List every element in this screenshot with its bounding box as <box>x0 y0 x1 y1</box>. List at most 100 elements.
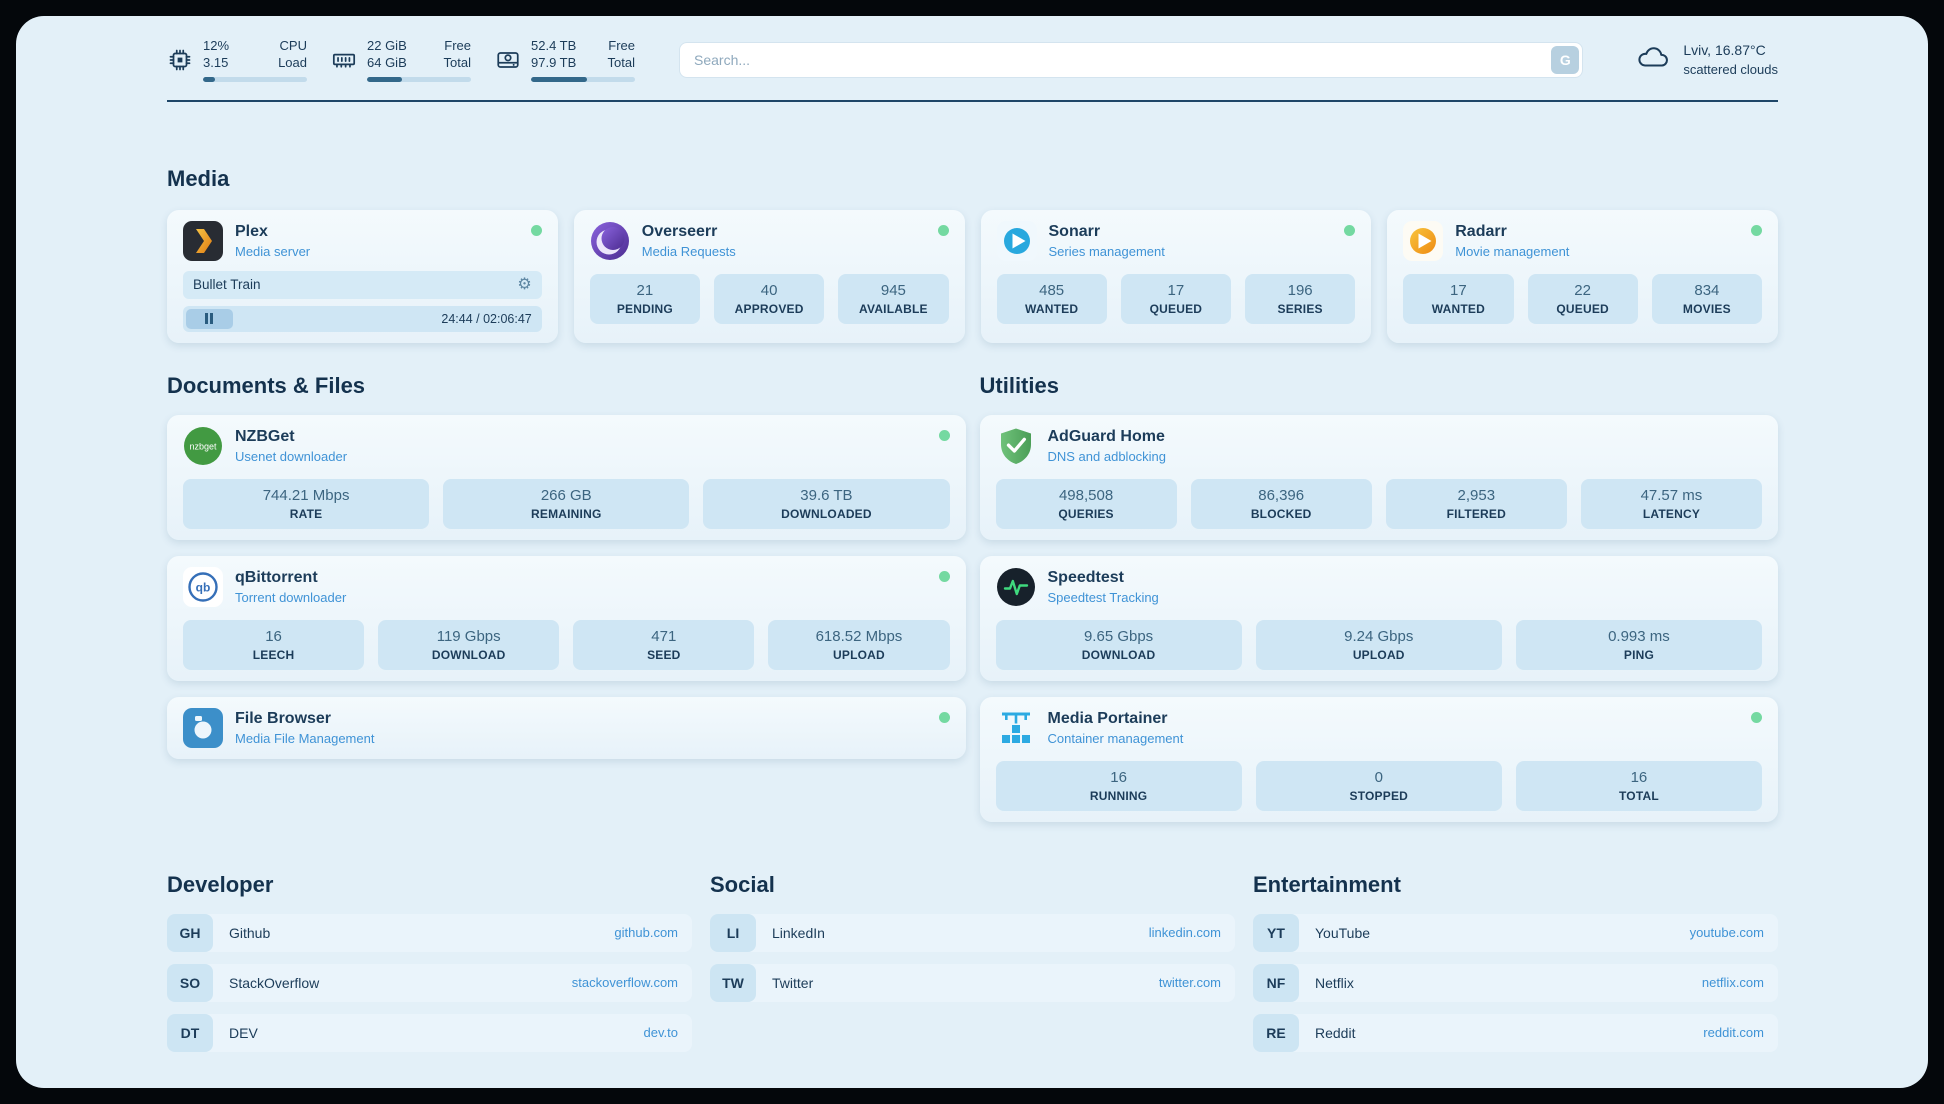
ram-free-label: Free <box>444 38 471 53</box>
stat-label: LEECH <box>252 647 295 662</box>
disk-free-label: Free <box>608 38 635 53</box>
service-card-speedtest: Speedtest Speedtest Tracking 9.65 Gbps D… <box>979 555 1778 681</box>
stat-value: 266 GB <box>540 486 592 504</box>
utilities-column: Utilities AdGuard Home DNS and adblockin… <box>979 373 1778 822</box>
bookmark-url: stackoverflow.com <box>571 975 678 991</box>
service-link-overseerr[interactable]: Overseerr Media Requests <box>590 221 949 261</box>
service-card-filebrowser: File Browser Media File Management <box>167 696 966 759</box>
portainer-icon <box>996 708 1036 748</box>
stat-label: DOWNLOAD <box>1081 647 1156 662</box>
stats-row: 744.21 Mbps RATE 266 GB REMAINING 39.6 T… <box>183 478 950 529</box>
stat-label: STOPPED <box>1349 788 1409 803</box>
documents-column: Documents & Files nzbget NZBGet Usenet d… <box>167 373 966 759</box>
service-link-qbittorrent[interactable]: qb qBittorrent Torrent downloader <box>183 566 950 607</box>
ram-free-value: 22 GiB <box>367 38 407 53</box>
service-link-sonarr[interactable]: Sonarr Series management <box>996 220 1356 261</box>
bookmark-stackoverflow[interactable]: SO StackOverflow stackoverflow.com <box>167 963 692 1002</box>
stat-label: PING <box>1623 647 1654 662</box>
stat-value: 16 <box>265 627 282 645</box>
ram-icon <box>331 47 357 73</box>
service-link-filebrowser[interactable]: File Browser Media File Management <box>183 707 950 748</box>
radarr-icon <box>1403 220 1444 261</box>
stat-wanted: 485 WANTED <box>996 273 1107 324</box>
service-text: AdGuard Home DNS and adblocking <box>1048 428 1167 464</box>
service-description: Container management <box>1047 730 1184 746</box>
pause-icon <box>205 313 214 325</box>
bookmark-github[interactable]: GH Github github.com <box>167 913 692 952</box>
playback-progress-bar[interactable]: 24:44 / 02:06:47 <box>183 305 542 332</box>
stat-label: MOVIES <box>1682 301 1731 316</box>
service-link-nzbget[interactable]: nzbget NZBGet Usenet downloader <box>183 426 950 466</box>
stat-label: QUEUED <box>1556 301 1609 316</box>
bookmark-youtube[interactable]: YT YouTube youtube.com <box>1253 913 1778 952</box>
stat-seed: 471 SEED <box>573 619 755 670</box>
search-input[interactable] <box>679 41 1584 78</box>
bookmark-netflix[interactable]: NF Netflix netflix.com <box>1253 963 1778 1002</box>
weather-widget: Lviv, 16.87°C scattered clouds <box>1635 41 1778 79</box>
stat-value: 21 <box>636 281 654 299</box>
service-link-plex[interactable]: Plex Media server <box>183 220 542 261</box>
stat-pending: 21 PENDING <box>589 273 700 324</box>
svg-text:nzbget: nzbget <box>189 441 217 451</box>
stats-row: 9.65 Gbps DOWNLOAD 9.24 Gbps UPLOAD 0.99… <box>995 619 1763 670</box>
cpu-label: CPU <box>279 38 307 53</box>
service-card-plex: Plex Media server Bullet Train ⚙ 24:44 /… <box>167 209 558 343</box>
disk-monitor-body: 52.4 TB Free 97.9 TB Total <box>531 38 635 82</box>
stat-label: RATE <box>289 506 323 521</box>
service-text: Radarr Movie management <box>1455 223 1569 259</box>
bookmark-url: dev.to <box>643 1025 678 1041</box>
bookmarks-developer: Developer GH Github github.com SO StackO… <box>167 872 692 1064</box>
stat-value: 485 <box>1039 281 1065 299</box>
service-link-adguard[interactable]: AdGuard Home DNS and adblocking <box>996 426 1763 466</box>
playback-time: 24:44 / 02:06:47 <box>441 311 532 326</box>
stat-value: 47.57 ms <box>1640 486 1703 504</box>
stat-label: WANTED <box>1025 301 1079 316</box>
overseerr-icon <box>590 221 630 261</box>
bookmark-twitter[interactable]: TW Twitter twitter.com <box>710 963 1235 1002</box>
bookmark-linkedin[interactable]: LI LinkedIn linkedin.com <box>710 913 1235 952</box>
service-card-sonarr: Sonarr Series management 485 WANTED 17 Q… <box>980 209 1372 343</box>
service-name: qBittorrent <box>235 568 318 586</box>
bookmark-abbr: DT <box>167 1013 213 1052</box>
status-dot <box>1751 711 1762 723</box>
ram-progress-fill <box>367 76 403 82</box>
service-card-adguard: AdGuard Home DNS and adblocking 498,508 … <box>979 414 1778 540</box>
service-text: Media Portainer Container management <box>1048 710 1184 746</box>
stat-value: 471 <box>651 627 677 645</box>
stat-rate: 744.21 Mbps RATE <box>183 478 430 529</box>
service-name: Media Portainer <box>1047 709 1168 727</box>
main-columns: Documents & Files nzbget NZBGet Usenet d… <box>167 373 1778 822</box>
cpu-progress-track <box>203 76 307 82</box>
service-name: File Browser <box>235 709 332 727</box>
stat-value: 0 <box>1374 768 1383 786</box>
disk-free-value: 52.4 TB <box>531 38 577 53</box>
service-name: Overseerr <box>641 222 718 240</box>
service-link-speedtest[interactable]: Speedtest Speedtest Tracking <box>996 567 1763 607</box>
search-engine-button[interactable]: G <box>1551 45 1580 74</box>
service-card-nzbget: nzbget NZBGet Usenet downloader 744.21 M… <box>167 414 966 540</box>
bookmark-name: StackOverflow <box>229 974 320 991</box>
bookmarks-entertainment: Entertainment YT YouTube youtube.com NF … <box>1253 872 1778 1064</box>
weather-condition: scattered clouds <box>1683 61 1778 77</box>
stat-value: 9.65 Gbps <box>1083 627 1154 645</box>
playback-progress-fill[interactable] <box>186 308 233 329</box>
stat-download: 9.65 Gbps DOWNLOAD <box>995 619 1242 670</box>
stat-value: 0.993 ms <box>1608 627 1670 645</box>
service-link-radarr[interactable]: Radarr Movie management <box>1403 220 1762 261</box>
bookmark-url: reddit.com <box>1703 1025 1764 1041</box>
bookmark-dev[interactable]: DT DEV dev.to <box>167 1013 692 1052</box>
service-link-portainer[interactable]: Media Portainer Container management <box>996 708 1762 748</box>
stat-value: 9.24 Gbps <box>1344 627 1414 645</box>
bookmark-url: linkedin.com <box>1148 925 1221 941</box>
top-bar: 12% CPU 3.15 Load <box>167 38 1778 82</box>
stat-label: QUERIES <box>1058 506 1114 521</box>
stat-queries: 498,508 QUERIES <box>995 478 1177 529</box>
bookmark-reddit[interactable]: RE Reddit reddit.com <box>1253 1013 1778 1052</box>
stat-label: RUNNING <box>1089 788 1148 803</box>
stat-label: QUEUED <box>1149 301 1203 316</box>
service-name: NZBGet <box>235 427 295 445</box>
stat-downloaded: 39.6 TB DOWNLOADED <box>703 478 950 529</box>
section-title-documents: Documents & Files <box>167 372 366 398</box>
service-card-radarr: Radarr Movie management 17 WANTED 22 QUE… <box>1387 209 1778 343</box>
gear-icon[interactable]: ⚙ <box>517 275 532 293</box>
